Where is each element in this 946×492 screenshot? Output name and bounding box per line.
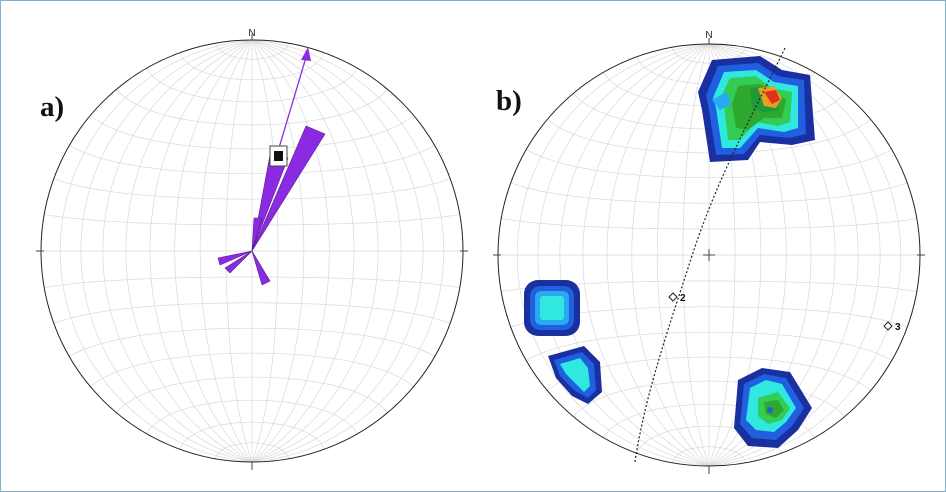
point-marker-diamond (668, 292, 678, 302)
point-label: 3 (895, 322, 901, 333)
net-grid-line (53, 302, 451, 324)
net-grid-line (90, 115, 414, 150)
rose-petal (251, 217, 263, 252)
panel-b: N b) 2 3 (493, 30, 925, 474)
contour-cluster-left-lower (548, 346, 602, 404)
net-grid-line (146, 399, 358, 434)
north-label-a: N (248, 28, 255, 39)
equal-area-net-grid-a (41, 40, 463, 462)
mean-vector-arrow (275, 47, 311, 159)
panel-label-b: b) (496, 85, 522, 117)
point-2: 2 (668, 292, 686, 304)
net-grid-line (526, 331, 892, 361)
great-circle-trace (634, 47, 786, 463)
net-grid-line (179, 421, 325, 450)
net-grid-line (672, 446, 746, 463)
net-grid-line (44, 276, 460, 288)
net-grid-line (69, 145, 435, 175)
net-grid-line (53, 178, 451, 200)
rose-petal (224, 250, 253, 274)
net-grid-line (69, 327, 435, 357)
rose-petal (251, 125, 326, 252)
rose-petal (251, 154, 289, 252)
arrowhead-icon (301, 47, 311, 61)
net-grid-line (672, 47, 746, 64)
contour-cluster-right-lower (734, 368, 812, 448)
density-contours (524, 56, 815, 448)
net-grid-line (146, 68, 358, 103)
panel-a: N a) (36, 28, 468, 470)
rose-diagram (217, 125, 326, 286)
net-grid-line (116, 89, 388, 126)
net-grid-line (116, 376, 388, 413)
net-grid-line (510, 182, 908, 204)
point-3: 3 (883, 321, 901, 333)
net-grid-line (501, 218, 917, 230)
point-label: 2 (680, 293, 686, 304)
net-grid-line (44, 214, 460, 226)
point-marker-diamond (883, 321, 893, 331)
contour-cluster-left-upper (524, 280, 580, 336)
contour-cluster-top (698, 56, 815, 162)
rose-petal (251, 250, 271, 286)
net-grid-line (179, 52, 325, 81)
north-label-b: N (705, 30, 712, 41)
net-grid-line (215, 43, 289, 60)
mean-vector-square-fill (274, 151, 283, 161)
net-grid-line (573, 380, 845, 417)
panel-label-a: a) (40, 91, 64, 123)
net-grid-line (90, 352, 414, 387)
rose-petal (217, 250, 253, 266)
net-grid-line (526, 149, 892, 179)
net-grid-line (215, 442, 289, 459)
